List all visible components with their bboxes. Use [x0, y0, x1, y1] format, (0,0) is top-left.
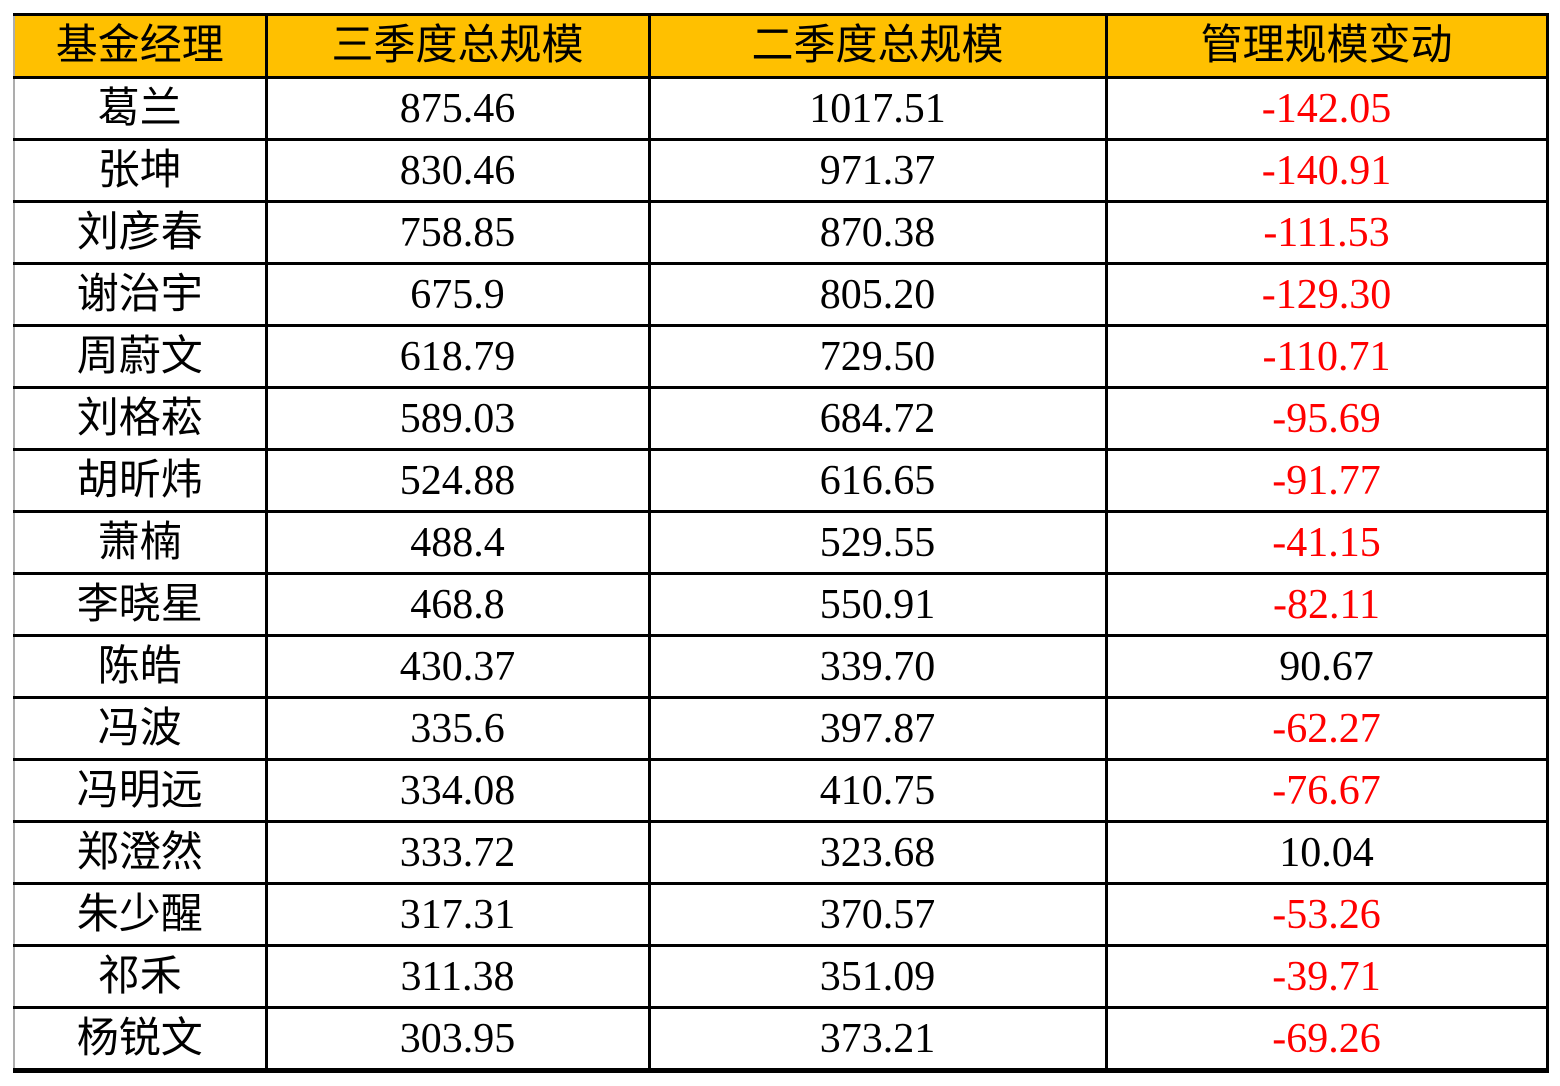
manager-name-cell: 冯明远	[13, 758, 268, 823]
q2-scale-cell: 870.38	[647, 200, 1108, 265]
q2-scale-cell: 971.37	[647, 138, 1108, 203]
scale-change-cell: -69.26	[1104, 1006, 1549, 1073]
q2-scale-cell: 684.72	[647, 386, 1108, 451]
table-row: 冯明远 334.08 410.75 -76.67	[13, 758, 1549, 823]
manager-name-cell: 周蔚文	[13, 324, 268, 389]
q2-scale-cell: 410.75	[647, 758, 1108, 823]
table-row: 杨锐文 303.95 373.21 -69.26	[13, 1006, 1549, 1073]
table-row: 冯波 335.6 397.87 -62.27	[13, 696, 1549, 761]
table-row: 谢治宇 675.9 805.20 -129.30	[13, 262, 1549, 327]
header-q3-total-scale: 三季度总规模	[264, 13, 651, 79]
q2-scale-cell: 351.09	[647, 944, 1108, 1009]
table-row: 萧楠 488.4 529.55 -41.15	[13, 510, 1549, 575]
manager-name-cell: 祁禾	[13, 944, 268, 1009]
q3-scale-cell: 468.8	[264, 572, 651, 637]
manager-name-cell: 张坤	[13, 138, 268, 203]
table-row: 朱少醒 317.31 370.57 -53.26	[13, 882, 1549, 947]
manager-name-cell: 陈皓	[13, 634, 268, 699]
manager-name-cell: 谢治宇	[13, 262, 268, 327]
q2-scale-cell: 729.50	[647, 324, 1108, 389]
manager-name-cell: 刘格菘	[13, 386, 268, 451]
table-row: 刘格菘 589.03 684.72 -95.69	[13, 386, 1549, 451]
q2-scale-cell: 1017.51	[647, 76, 1108, 141]
table-row: 周蔚文 618.79 729.50 -110.71	[13, 324, 1549, 389]
q2-scale-cell: 323.68	[647, 820, 1108, 885]
scale-change-cell: 10.04	[1104, 820, 1549, 885]
scale-change-cell: -142.05	[1104, 76, 1549, 141]
scale-change-cell: 90.67	[1104, 634, 1549, 699]
q3-scale-cell: 524.88	[264, 448, 651, 513]
manager-name-cell: 李晓星	[13, 572, 268, 637]
header-q2-total-scale: 二季度总规模	[647, 13, 1108, 79]
q3-scale-cell: 589.03	[264, 386, 651, 451]
scale-change-cell: -53.26	[1104, 882, 1549, 947]
scale-change-cell: -39.71	[1104, 944, 1549, 1009]
manager-name-cell: 杨锐文	[13, 1006, 268, 1073]
scale-change-cell: -82.11	[1104, 572, 1549, 637]
q2-scale-cell: 370.57	[647, 882, 1108, 947]
q3-scale-cell: 311.38	[264, 944, 651, 1009]
scale-change-cell: -62.27	[1104, 696, 1549, 761]
q3-scale-cell: 317.31	[264, 882, 651, 947]
manager-name-cell: 刘彦春	[13, 200, 268, 265]
q3-scale-cell: 758.85	[264, 200, 651, 265]
table-row: 陈皓 430.37 339.70 90.67	[13, 634, 1549, 699]
q3-scale-cell: 618.79	[264, 324, 651, 389]
scale-change-cell: -95.69	[1104, 386, 1549, 451]
manager-name-cell: 萧楠	[13, 510, 268, 575]
table-row: 李晓星 468.8 550.91 -82.11	[13, 572, 1549, 637]
q2-scale-cell: 805.20	[647, 262, 1108, 327]
q3-scale-cell: 334.08	[264, 758, 651, 823]
scale-change-cell: -91.77	[1104, 448, 1549, 513]
manager-name-cell: 冯波	[13, 696, 268, 761]
scale-change-cell: -76.67	[1104, 758, 1549, 823]
q3-scale-cell: 430.37	[264, 634, 651, 699]
scale-change-cell: -110.71	[1104, 324, 1549, 389]
manager-name-cell: 葛兰	[13, 76, 268, 141]
table-row: 祁禾 311.38 351.09 -39.71	[13, 944, 1549, 1009]
q2-scale-cell: 616.65	[647, 448, 1108, 513]
table-row: 张坤 830.46 971.37 -140.91	[13, 138, 1549, 203]
scale-change-cell: -129.30	[1104, 262, 1549, 327]
scale-change-cell: -111.53	[1104, 200, 1549, 265]
table-row: 胡昕炜 524.88 616.65 -91.77	[13, 448, 1549, 513]
header-row: 基金经理 三季度总规模 二季度总规模 管理规模变动	[13, 13, 1549, 79]
q3-scale-cell: 335.6	[264, 696, 651, 761]
q3-scale-cell: 830.46	[264, 138, 651, 203]
scale-change-cell: -140.91	[1104, 138, 1549, 203]
q2-scale-cell: 550.91	[647, 572, 1108, 637]
q2-scale-cell: 373.21	[647, 1006, 1108, 1073]
q3-scale-cell: 333.72	[264, 820, 651, 885]
q2-scale-cell: 397.87	[647, 696, 1108, 761]
q3-scale-cell: 875.46	[264, 76, 651, 141]
scale-change-cell: -41.15	[1104, 510, 1549, 575]
table-row: 刘彦春 758.85 870.38 -111.53	[13, 200, 1549, 265]
manager-name-cell: 朱少醒	[13, 882, 268, 947]
header-scale-change: 管理规模变动	[1104, 13, 1549, 79]
q3-scale-cell: 303.95	[264, 1006, 651, 1073]
q2-scale-cell: 339.70	[647, 634, 1108, 699]
manager-name-cell: 郑澄然	[13, 820, 268, 885]
header-fund-manager: 基金经理	[13, 13, 268, 79]
q2-scale-cell: 529.55	[647, 510, 1108, 575]
q3-scale-cell: 675.9	[264, 262, 651, 327]
table-row: 葛兰 875.46 1017.51 -142.05	[13, 76, 1549, 141]
data-table: 基金经理 三季度总规模 二季度总规模 管理规模变动 葛兰 875.46 1017.5…	[13, 13, 1549, 1073]
manager-name-cell: 胡昕炜	[13, 448, 268, 513]
table-body: 葛兰 875.46 1017.51 -142.05 张坤 830.46 971.37 -140…	[13, 76, 1549, 1073]
table-row: 郑澄然 333.72 323.68 10.04	[13, 820, 1549, 885]
q3-scale-cell: 488.4	[264, 510, 651, 575]
